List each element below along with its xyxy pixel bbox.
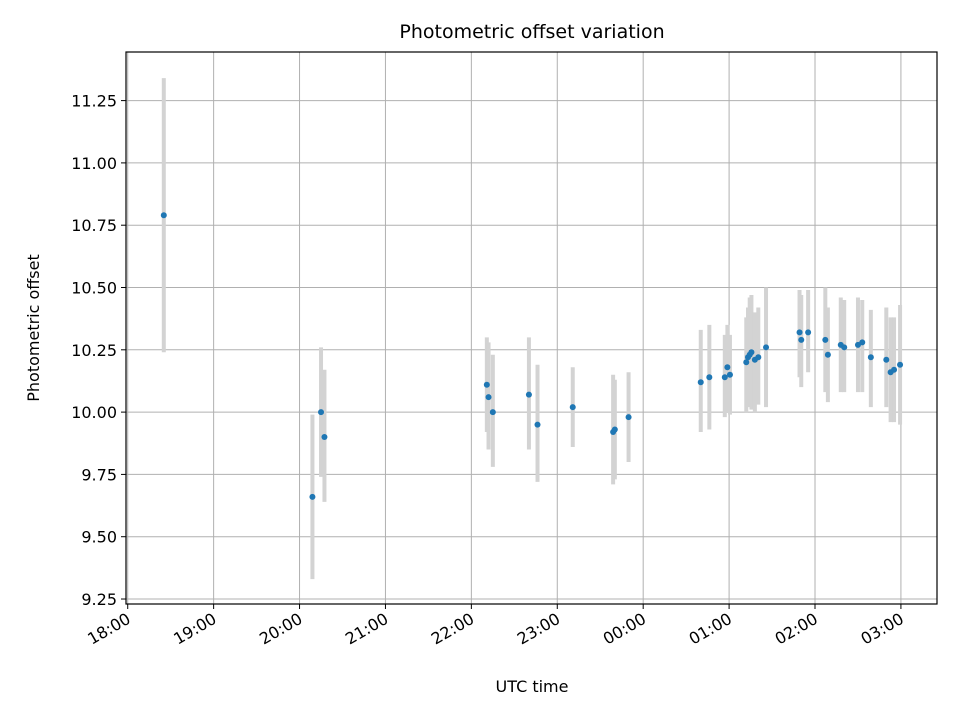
data-point <box>726 371 733 378</box>
plot-frame <box>125 51 938 605</box>
x-tick-label: 01:00 <box>686 609 735 649</box>
data-point <box>859 339 866 346</box>
y-tick-label: 11.25 <box>71 92 117 111</box>
data-point <box>822 336 829 343</box>
y-axis-label: Photometric offset <box>24 254 43 402</box>
data-point <box>721 374 728 381</box>
x-tick-label: 22:00 <box>428 609 477 649</box>
data-point <box>321 434 328 441</box>
x-tick-label: 21:00 <box>342 609 391 649</box>
data-point <box>867 354 874 361</box>
data-point <box>489 409 496 416</box>
y-tick-label: 11.00 <box>71 154 117 173</box>
x-tick-label: 19:00 <box>170 609 219 649</box>
x-tick-label: 03:00 <box>857 609 906 649</box>
data-point <box>525 391 532 398</box>
grid <box>126 52 937 604</box>
data-point <box>534 421 541 428</box>
data-point <box>318 409 325 416</box>
data-points <box>160 212 904 500</box>
data-point <box>743 359 750 366</box>
x-tick-label: 00:00 <box>600 609 649 649</box>
data-point <box>891 366 898 373</box>
y-tick-label: 10.00 <box>71 403 117 422</box>
data-point <box>748 349 755 356</box>
data-point <box>309 493 316 500</box>
chart-title: Photometric offset variation <box>399 21 664 43</box>
x-tick-label: 20:00 <box>256 609 305 649</box>
data-point <box>763 344 770 351</box>
data-point <box>841 344 848 351</box>
data-point <box>805 329 812 336</box>
y-tick-label: 10.75 <box>71 216 117 235</box>
error-bars <box>161 78 903 580</box>
data-point <box>485 394 492 401</box>
data-point <box>611 426 618 433</box>
data-point <box>706 374 713 381</box>
data-point <box>160 212 167 219</box>
x-axis: 18:00 19:00 20:00 21:00 22:00 23:00 00:00 01:00… <box>84 604 907 649</box>
data-point <box>483 381 490 388</box>
x-tick-label: 18:00 <box>84 609 133 649</box>
y-tick-label: 9.25 <box>81 590 117 609</box>
data-point <box>755 354 762 361</box>
data-point <box>697 379 704 386</box>
data-point <box>796 329 803 336</box>
data-point <box>625 414 632 421</box>
x-tick-label: 23:00 <box>514 609 563 649</box>
data-point <box>824 351 831 358</box>
x-axis-label: UTC time <box>496 677 569 696</box>
data-point <box>897 361 904 368</box>
data-point <box>724 364 731 371</box>
y-tick-label: 9.75 <box>81 465 117 484</box>
data-point <box>798 336 805 343</box>
x-tick-label: 02:00 <box>772 609 821 649</box>
data-point <box>883 356 890 363</box>
y-tick-label: 9.50 <box>81 528 117 547</box>
y-tick-label: 10.50 <box>71 279 117 298</box>
data-point <box>569 404 576 411</box>
y-axis: 9.25 9.50 9.75 10.00 10.25 10.50 10.75 11.00 11.… <box>71 92 126 609</box>
y-tick-label: 10.25 <box>71 341 117 360</box>
